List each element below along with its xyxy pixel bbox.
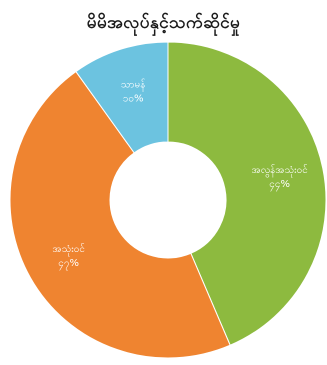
- slice-label-2: အသုံးဝင်: [52, 242, 85, 257]
- slice-label-3: သာမန်: [121, 77, 146, 92]
- slice-2: [9, 70, 231, 359]
- slice-1: [167, 41, 327, 346]
- donut-labels: အလွန်အသုံးဝင်၄၄% အသုံးဝင်၄၇% သာမန်၁၀%: [52, 77, 307, 271]
- slice-label-1: အလွန်အသုံးဝင်: [252, 163, 308, 178]
- slice-value-3: ၁၀%: [123, 93, 144, 104]
- slice-3: [75, 41, 169, 154]
- slice-value-1: ၄၄%: [269, 179, 290, 192]
- donut-slices: [9, 41, 327, 359]
- chart-title: မိမိအလုပ်နှင့်သက်ဆိုင်မှု: [86, 13, 241, 33]
- slice-value-2: ၄၇%: [58, 258, 79, 271]
